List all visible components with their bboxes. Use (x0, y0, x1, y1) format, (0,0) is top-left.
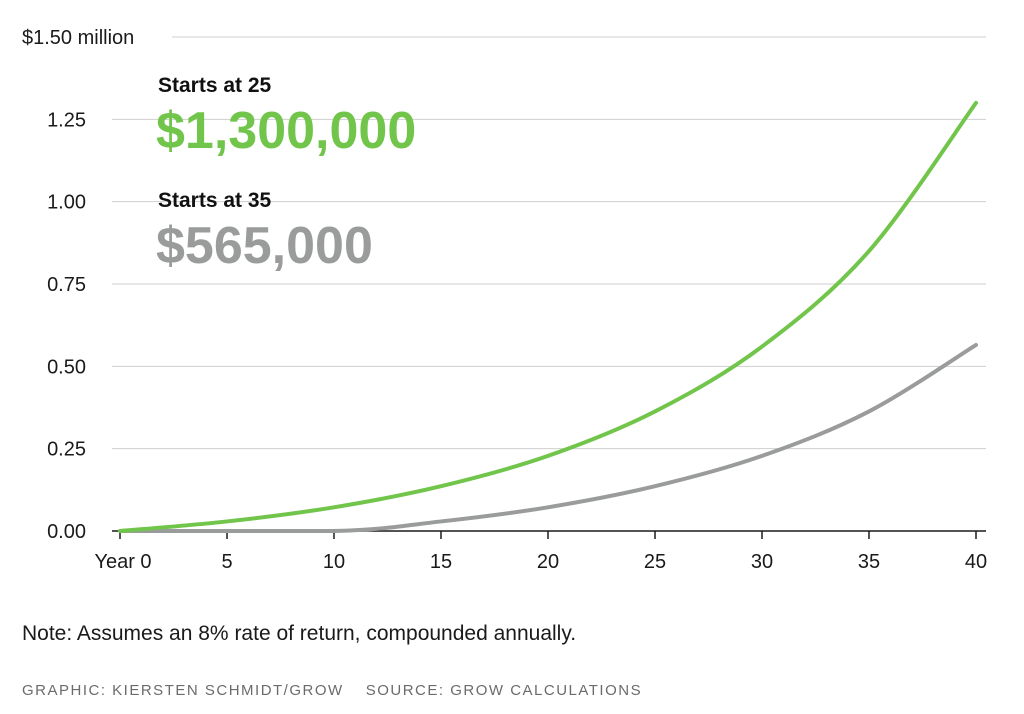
annotation-heading: Starts at 25 (158, 74, 272, 97)
x-tick-label: 35 (858, 551, 880, 573)
y-tick-label: 0.25 (47, 439, 86, 461)
x-tick-label: 10 (323, 551, 345, 573)
value-annotations: Starts at 25 $1,300,000 Starts at 35 $565,0… (156, 74, 416, 275)
x-tick-label: Year 0 (94, 551, 151, 573)
x-axis-ticks: Year 0 5 10 15 20 25 30 35 40 (94, 531, 987, 573)
source-credit: SOURCE: GROW CALCULATIONS (365, 682, 643, 699)
graphic-credit: GRAPHIC: KIERSTEN SCHMIDT/GROW (22, 682, 344, 699)
x-tick-label: 15 (430, 551, 452, 573)
footnote: Note: Assumes an 8% rate of return, comp… (22, 622, 577, 645)
x-tick-label: 20 (537, 551, 559, 573)
y-tick-label: 0.75 (47, 274, 86, 296)
series-lines (118, 100, 978, 534)
x-tick-label: 25 (644, 551, 666, 573)
y-tick-label: $1.50 million (22, 27, 134, 49)
y-tick-label: 1.00 (47, 192, 86, 214)
series-line (118, 342, 978, 534)
credits: GRAPHIC: KIERSTEN SCHMIDT/GROW SOURCE: GR… (22, 682, 642, 699)
growth-chart: 0.00 0.25 0.50 0.75 1.00 1.25 $1.50 million Ye… (22, 27, 987, 573)
x-tick-label: 30 (751, 551, 773, 573)
y-tick-label: 0.00 (47, 521, 86, 543)
annotation-heading: Starts at 35 (158, 189, 272, 212)
x-tick-label: 40 (965, 551, 987, 573)
y-tick-label: 0.50 (47, 356, 86, 378)
y-tick-label: 1.25 (47, 109, 86, 131)
y-axis-tick-labels: 0.00 0.25 0.50 0.75 1.00 1.25 $1.50 million (22, 27, 134, 543)
series-line (118, 100, 978, 533)
gridlines (112, 36, 986, 450)
annotation-value: $565,000 (156, 217, 373, 275)
annotation-value: $1,300,000 (156, 102, 416, 160)
x-tick-label: 5 (221, 551, 232, 573)
